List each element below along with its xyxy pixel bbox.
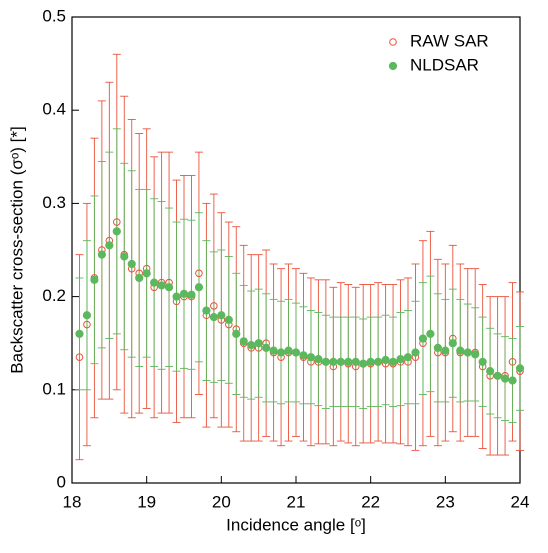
point <box>209 313 218 322</box>
point <box>82 311 92 320</box>
point <box>433 343 442 352</box>
point <box>463 348 472 357</box>
point <box>276 348 286 357</box>
point <box>90 275 99 284</box>
point <box>493 371 502 380</box>
x-tick-label: 23 <box>436 492 455 511</box>
point <box>351 357 360 366</box>
x-tick-label: 19 <box>137 492 156 511</box>
point <box>164 283 174 292</box>
point <box>127 259 136 269</box>
point <box>329 357 338 366</box>
x-tick-label: 21 <box>287 492 306 511</box>
point <box>471 350 480 359</box>
x-tick-label: 20 <box>212 492 231 511</box>
point <box>247 340 256 350</box>
point <box>142 269 151 278</box>
legend-marker <box>388 61 398 71</box>
point <box>478 357 487 366</box>
point <box>113 218 121 226</box>
point <box>112 227 121 236</box>
point <box>418 334 428 343</box>
point <box>314 354 323 364</box>
point <box>508 376 517 385</box>
x-tick-label: 22 <box>361 492 380 511</box>
point <box>456 346 465 355</box>
point <box>448 339 457 348</box>
point <box>195 269 203 278</box>
point <box>284 346 293 355</box>
point <box>403 353 413 362</box>
point <box>344 357 353 366</box>
y-tick-label: 0.5 <box>42 6 66 25</box>
point <box>366 357 375 366</box>
point <box>336 357 345 366</box>
point <box>396 354 405 364</box>
point <box>388 357 398 366</box>
point <box>232 329 241 338</box>
point <box>75 329 84 338</box>
point <box>135 273 144 283</box>
point <box>374 357 383 366</box>
point <box>83 320 91 329</box>
point <box>97 250 106 259</box>
point <box>75 353 84 361</box>
point <box>359 359 368 368</box>
y-tick-label: 0 <box>57 472 66 491</box>
point <box>500 374 510 383</box>
y-tick-label: 0.4 <box>42 100 66 119</box>
point <box>262 343 271 352</box>
point <box>150 278 159 287</box>
y-tick-label: 0.2 <box>42 286 66 305</box>
point <box>105 241 114 250</box>
point <box>508 358 517 366</box>
point <box>306 353 316 362</box>
point <box>269 346 278 355</box>
legend-label: RAW SAR <box>410 31 489 50</box>
legend-label: NLDSAR <box>410 55 479 74</box>
point <box>120 252 129 261</box>
x-axis-label: Incidence angle [ᵒ] <box>226 515 366 534</box>
point <box>194 283 204 292</box>
point <box>486 367 495 376</box>
point <box>321 357 330 366</box>
legend-marker <box>389 38 397 46</box>
point <box>441 346 450 355</box>
point <box>426 329 435 338</box>
point <box>515 364 525 373</box>
point <box>381 355 390 365</box>
point <box>411 348 420 357</box>
point <box>224 315 233 324</box>
point <box>239 337 248 346</box>
point <box>291 348 301 357</box>
point <box>210 302 218 310</box>
y-axis-label: Backscatter cross-section (σᵒ) [*] <box>7 126 26 373</box>
point <box>202 306 211 315</box>
point <box>157 281 166 290</box>
x-tick-label: 18 <box>63 492 82 511</box>
point <box>187 290 196 299</box>
y-tick-label: 0.3 <box>42 193 66 212</box>
x-tick-label: 24 <box>511 492 530 511</box>
point <box>254 339 263 348</box>
point <box>172 292 181 301</box>
point <box>299 351 308 360</box>
point <box>179 289 189 298</box>
y-tick-label: 0.1 <box>42 379 66 398</box>
point <box>217 311 226 320</box>
